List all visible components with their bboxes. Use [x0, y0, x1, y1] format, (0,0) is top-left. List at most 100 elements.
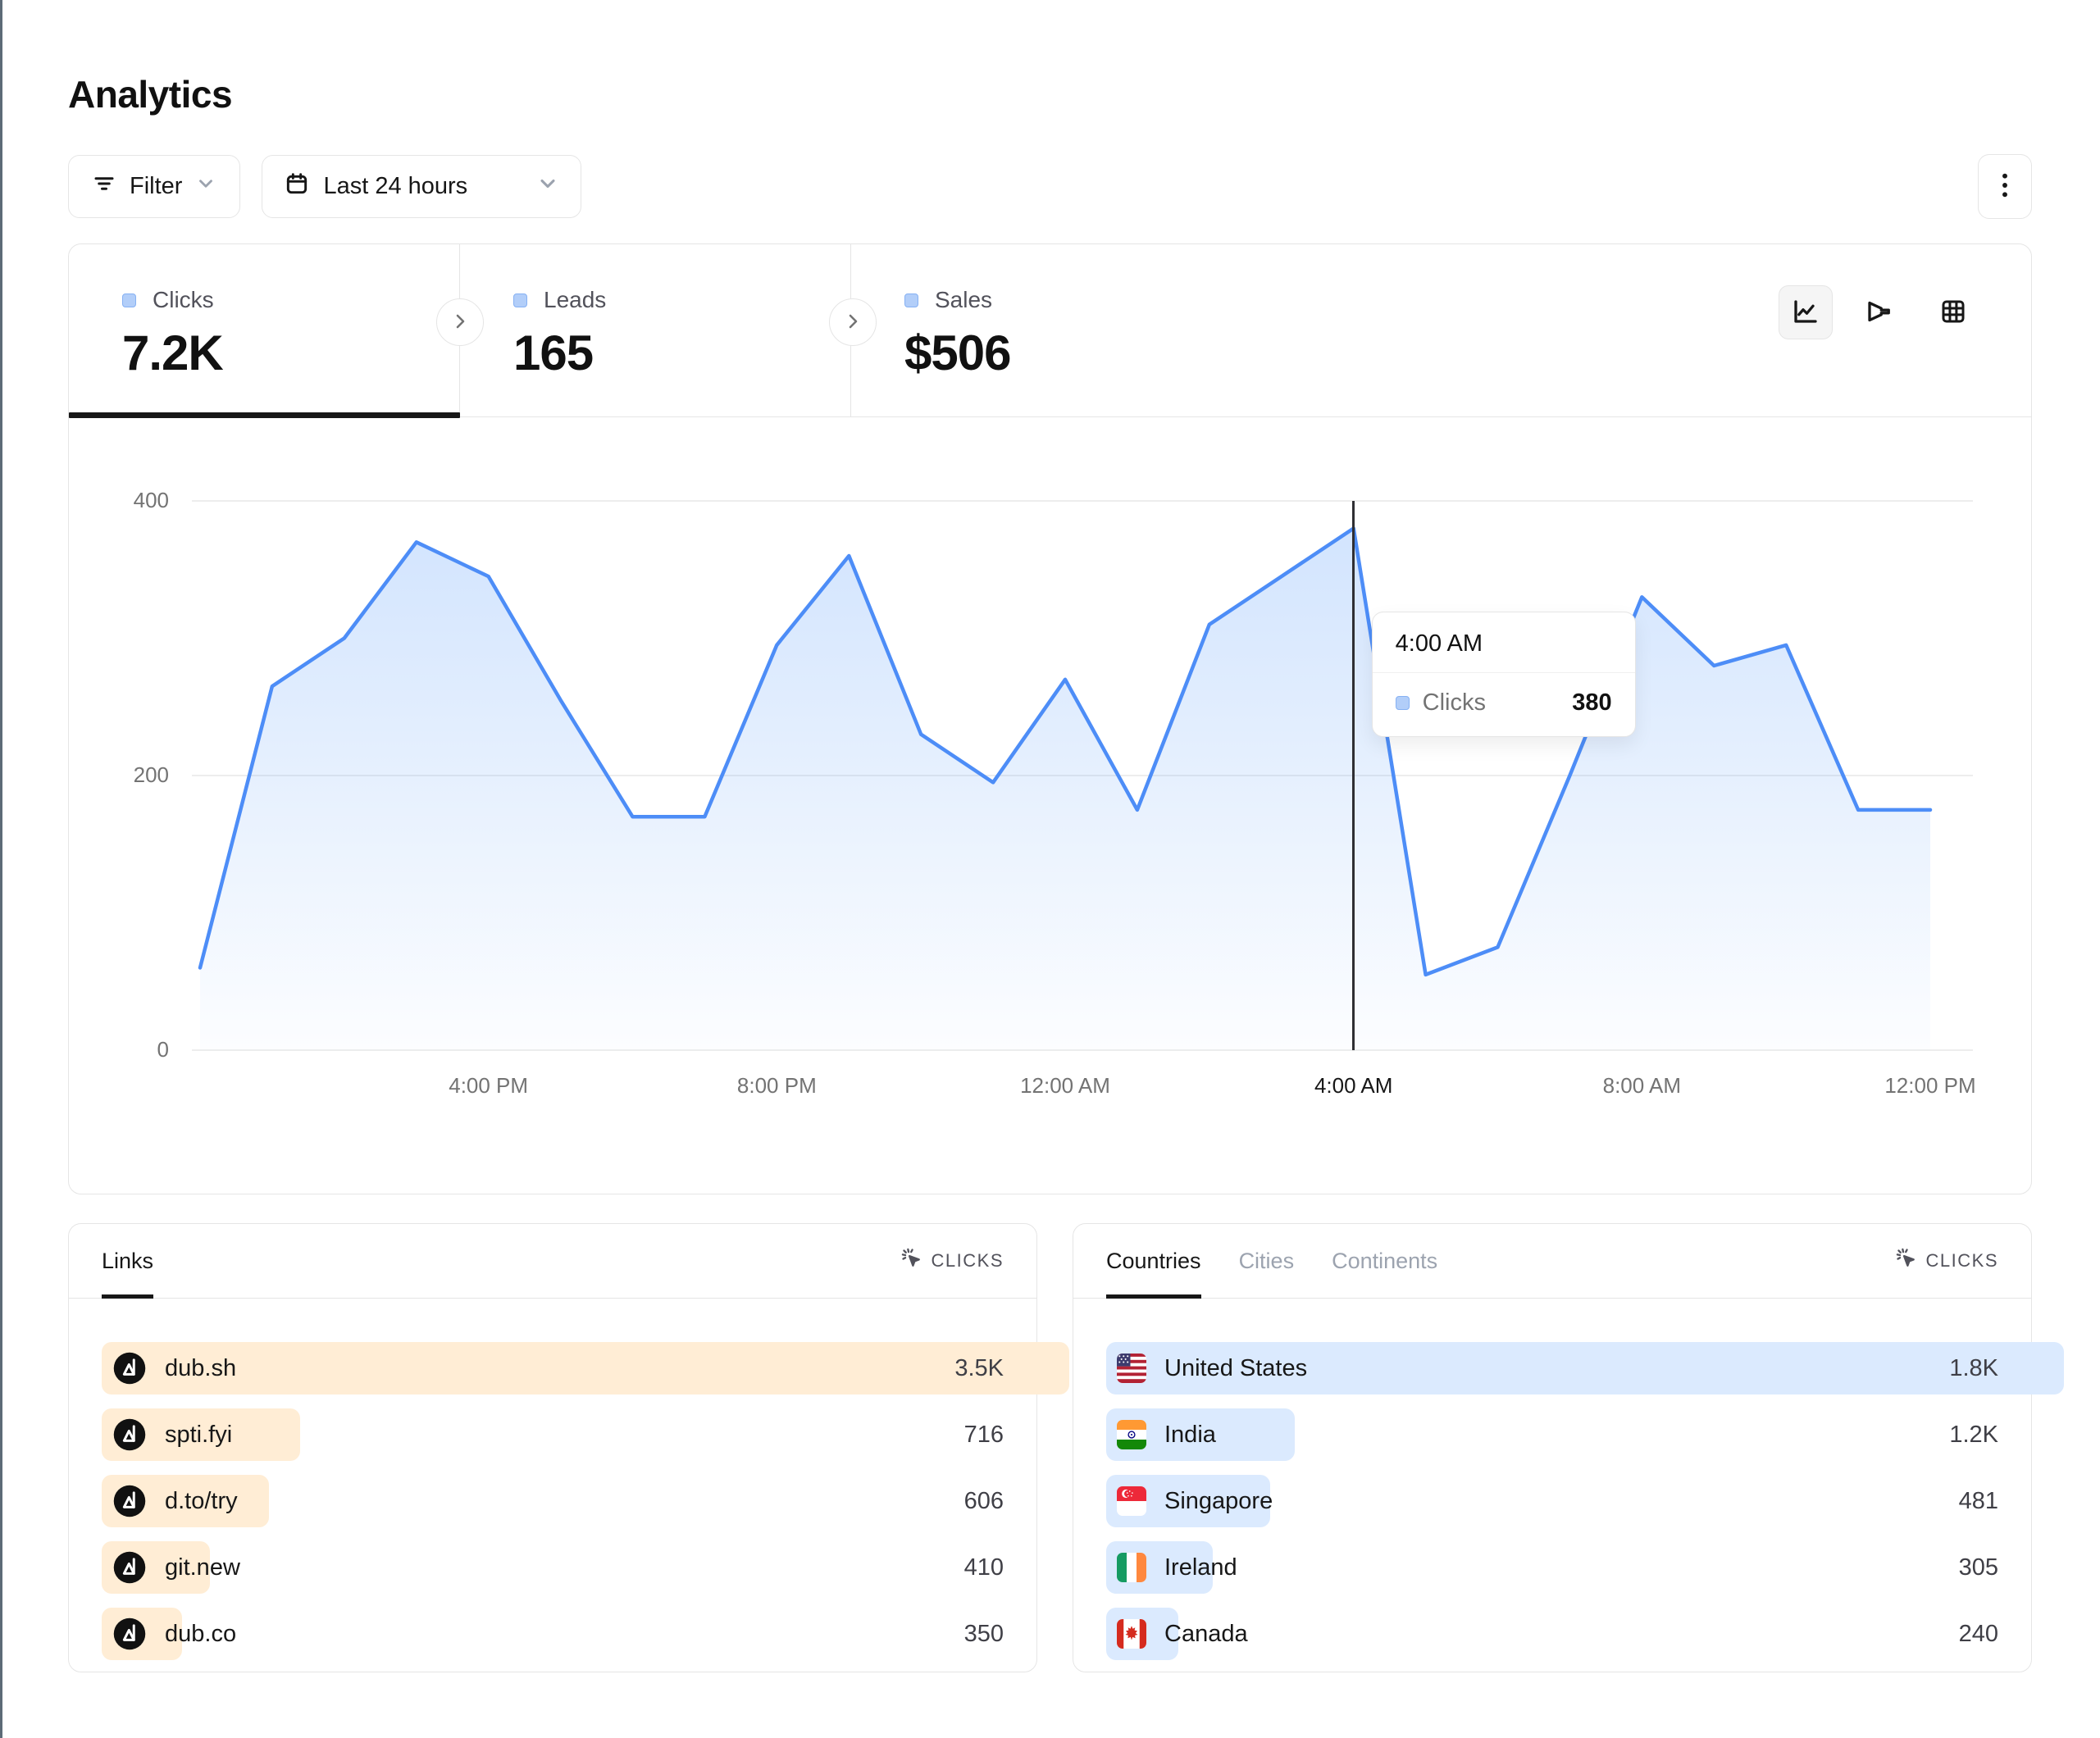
leads-legend-icon	[513, 293, 527, 307]
row-content: India	[1106, 1408, 1998, 1461]
row-bar	[102, 1342, 1069, 1394]
funnel-view-button[interactable]	[1852, 285, 1906, 339]
chevron-down-icon	[195, 173, 216, 201]
stat-tab-expand-button[interactable]	[828, 298, 877, 346]
toolbar: Filter Last 24 hours	[68, 154, 2032, 219]
clicks-legend-icon	[1395, 696, 1410, 710]
row-label: dub.sh	[165, 1354, 237, 1381]
tab-continents[interactable]: Continents	[1332, 1248, 1438, 1273]
stat-tab-expand-button[interactable]	[436, 298, 484, 346]
sales-legend-icon	[904, 293, 918, 307]
row-content: United States	[1106, 1342, 1998, 1394]
row-content: dub.sh	[102, 1342, 1004, 1394]
link-row[interactable]: spti.fyi 716	[102, 1408, 1004, 1461]
tab-countries[interactable]: Countries	[1106, 1224, 1201, 1299]
chart-line	[198, 526, 1933, 977]
in-flag-icon	[1117, 1420, 1146, 1449]
analytics-page: Analytics Filter Last 24 hours	[68, 73, 2064, 1672]
more-options-button[interactable]	[1978, 154, 2032, 219]
chart-area-fill	[200, 528, 1930, 1050]
stat-tab-value: 7.2K	[122, 325, 224, 380]
window-left-edge	[0, 0, 2, 1738]
tooltip-value: 380	[1572, 689, 1612, 716]
row-label: spti.fyi	[165, 1421, 233, 1448]
stat-tab-value: 165	[513, 325, 594, 380]
stat-tab-label: Clicks	[153, 287, 214, 312]
dub-logo-icon	[112, 1550, 147, 1585]
row-value: 240	[1958, 1620, 1998, 1647]
clicks-legend-icon	[122, 293, 136, 307]
breakdown-panels: Links CLICKS dub.sh 3.5K spti.fyi 716 d.to/t…	[68, 1223, 2064, 1672]
tooltip-row: Clicks 380	[1373, 673, 1635, 736]
row-value: 410	[963, 1554, 1004, 1581]
stat-tab-value: $506	[904, 325, 1011, 380]
row-content: git.new	[102, 1541, 1004, 1594]
links-metric-label: CLICKS	[931, 1250, 1004, 1271]
links-list: dub.sh 3.5K spti.fyi 716 d.to/try 606 git.new 4…	[69, 1299, 1069, 1660]
line-chart-view-button[interactable]	[1779, 285, 1833, 339]
area-chart-canvas[interactable]	[69, 417, 2030, 1194]
row-content: Canada	[1106, 1608, 1998, 1660]
country-row[interactable]: Ireland 305	[1106, 1541, 1998, 1594]
row-label: Singapore	[1164, 1487, 1273, 1514]
row-content: Singapore	[1106, 1475, 1998, 1527]
row-label: d.to/try	[165, 1487, 238, 1514]
row-label: git.new	[165, 1554, 240, 1581]
countries-panel: Countries Cities Continents CLICKS United …	[1073, 1223, 2064, 1672]
ie-flag-icon	[1117, 1553, 1146, 1582]
links-metric-toggle[interactable]: CLICKS	[900, 1247, 1004, 1275]
country-row[interactable]: Singapore 481	[1106, 1475, 1998, 1527]
stat-tab-label: Leads	[544, 287, 607, 312]
y-axis-tick: 200	[133, 762, 169, 787]
link-row[interactable]: d.to/try 606	[102, 1475, 1004, 1527]
row-value: 1.8K	[1949, 1354, 1998, 1381]
date-range-button[interactable]: Last 24 hours	[262, 155, 582, 218]
stat-tab-label: Sales	[935, 287, 993, 312]
countries-panel-tabs: Countries Cities Continents	[1106, 1224, 1438, 1299]
row-bar	[1106, 1342, 2064, 1394]
ca-flag-icon	[1117, 1619, 1146, 1649]
tab-links[interactable]: Links	[102, 1224, 154, 1299]
cursor-click-icon	[900, 1247, 923, 1275]
stat-tab-sales[interactable]: Sales $506	[851, 244, 1242, 416]
filter-icon	[92, 171, 116, 202]
x-axis-tick: 8:00 PM	[736, 1073, 817, 1098]
x-axis-tick: 4:00 PM	[449, 1073, 529, 1098]
tab-cities[interactable]: Cities	[1238, 1248, 1295, 1273]
chart-type-switcher	[1779, 285, 1980, 339]
country-row[interactable]: India 1.2K	[1106, 1408, 1998, 1461]
link-row[interactable]: dub.sh 3.5K	[102, 1342, 1069, 1394]
table-view-button[interactable]	[1926, 285, 1980, 339]
hover-crosshair	[1352, 501, 1355, 1050]
link-row[interactable]: git.new 410	[102, 1541, 1004, 1594]
chevron-right-icon	[843, 312, 863, 334]
y-axis-tick: 0	[157, 1037, 169, 1062]
filter-button-label: Filter	[130, 173, 183, 199]
page-title: Analytics	[68, 73, 233, 116]
countries-metric-toggle[interactable]: CLICKS	[1895, 1247, 1998, 1275]
row-value: 305	[1958, 1554, 1998, 1581]
table-icon	[1938, 297, 1968, 329]
us-flag-icon	[1117, 1354, 1146, 1383]
calendar-icon	[284, 171, 310, 203]
funnel-icon	[1865, 297, 1894, 329]
x-axis-tick: 4:00 AM	[1314, 1073, 1393, 1098]
country-row[interactable]: Canada 240	[1106, 1608, 1998, 1660]
countries-panel-header: Countries Cities Continents CLICKS	[1073, 1224, 2031, 1299]
dub-logo-icon	[112, 1617, 147, 1651]
stat-tab-clicks[interactable]: Clicks 7.2K	[69, 244, 460, 418]
link-row[interactable]: dub.co 350	[102, 1608, 1004, 1660]
filter-button[interactable]: Filter	[68, 155, 241, 218]
country-row[interactable]: United States 1.8K	[1106, 1342, 2064, 1394]
row-label: United States	[1164, 1354, 1308, 1381]
date-range-label: Last 24 hours	[323, 173, 468, 199]
row-content: dub.co	[102, 1608, 1004, 1660]
row-content: d.to/try	[102, 1475, 1004, 1527]
cursor-click-icon	[1895, 1247, 1918, 1275]
row-value: 481	[1958, 1487, 1998, 1514]
stat-tab-leads[interactable]: Leads 165	[460, 244, 851, 416]
x-axis-tick: 8:00 AM	[1602, 1073, 1682, 1098]
x-axis-tick: 12:00 AM	[1020, 1073, 1110, 1098]
clicks-chart[interactable]: 400 200 0 4:00 PM 8:00 PM 12:00 AM 4:00 AM 8:0…	[69, 417, 2031, 1194]
row-value: 716	[963, 1421, 1004, 1448]
